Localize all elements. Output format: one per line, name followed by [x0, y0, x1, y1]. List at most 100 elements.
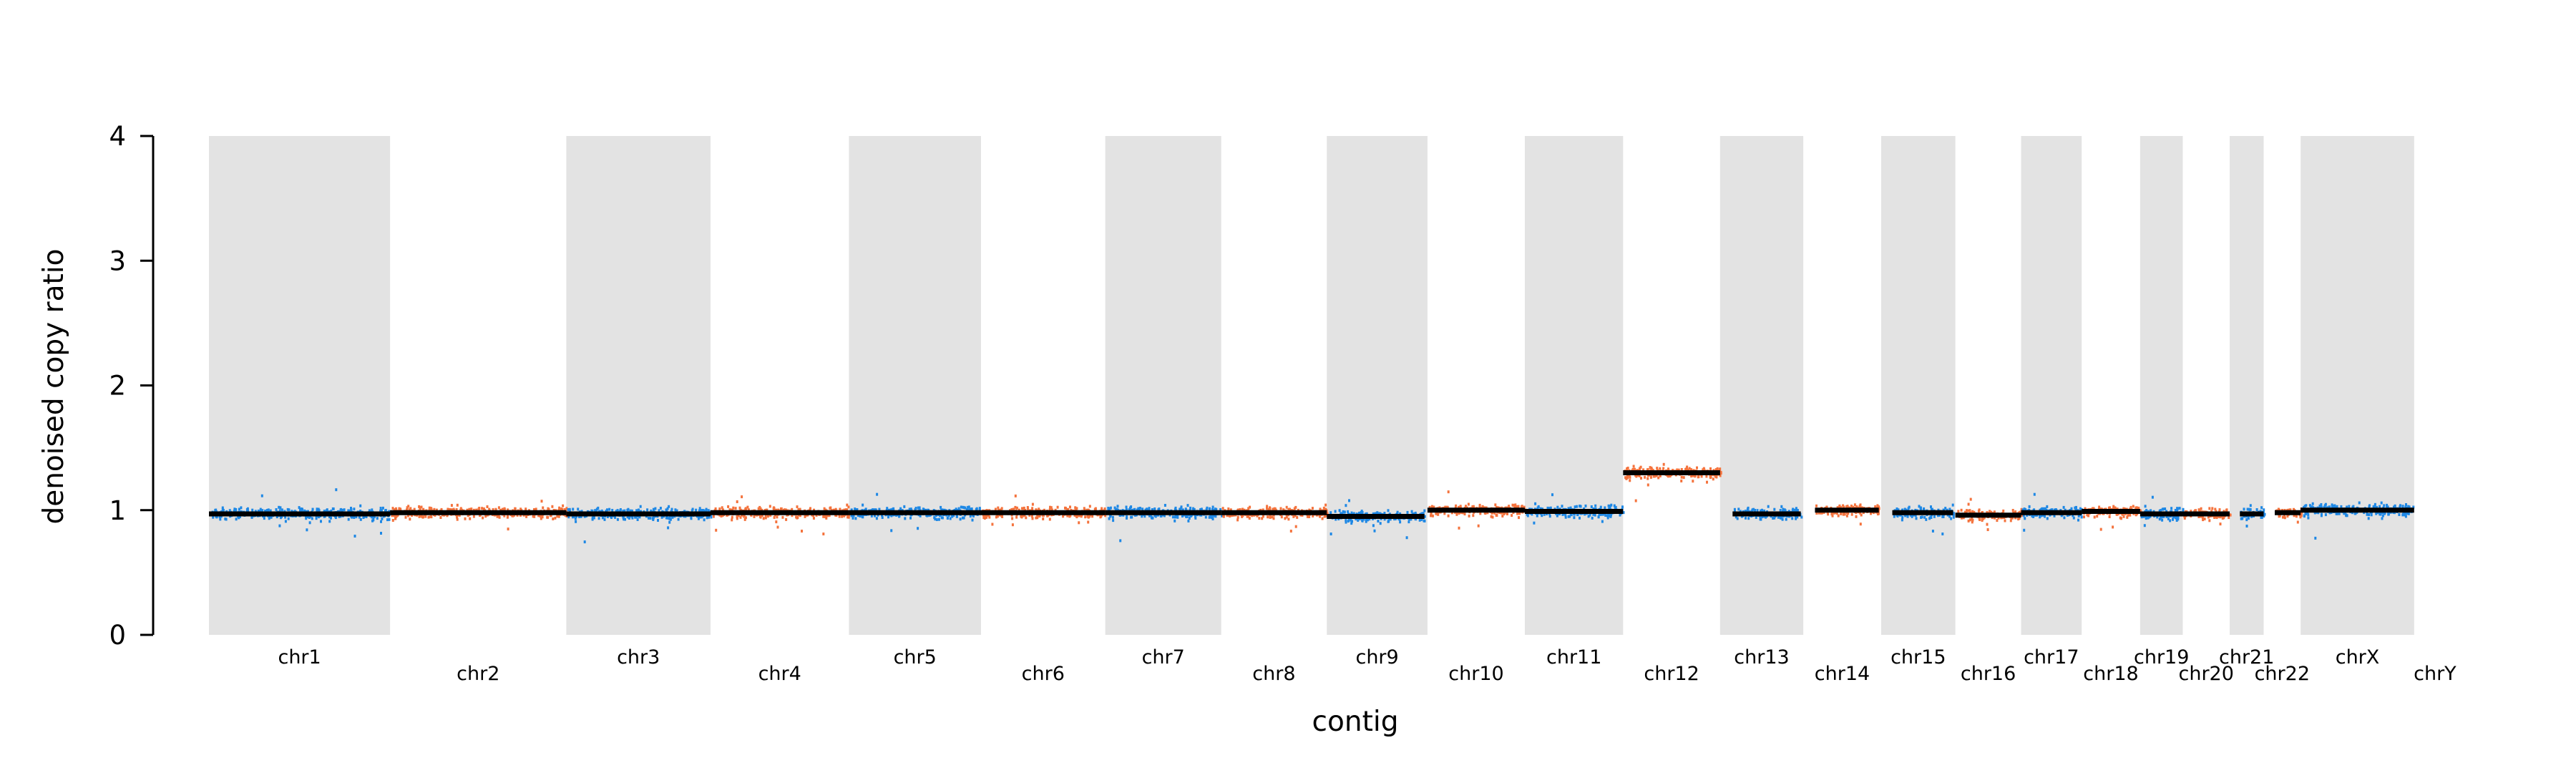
data-point — [705, 507, 708, 511]
data-point — [233, 507, 236, 511]
data-point — [971, 518, 974, 522]
data-point — [2240, 517, 2243, 520]
data-point — [1918, 505, 1921, 508]
data-point — [622, 516, 625, 520]
data-point — [1591, 516, 1594, 520]
data-point — [1511, 503, 1514, 507]
data-point — [1859, 511, 1862, 515]
contig-label-chr16: chr16 — [1961, 663, 2016, 685]
data-point — [353, 535, 356, 538]
data-point — [1125, 505, 1128, 509]
data-point — [434, 513, 436, 517]
data-point — [1646, 477, 1649, 480]
data-point — [1362, 517, 1365, 521]
data-point — [533, 508, 535, 511]
data-point — [918, 506, 921, 510]
data-point — [1763, 509, 1766, 512]
data-point — [1214, 515, 1217, 518]
data-point — [1206, 506, 1209, 510]
data-point — [1407, 520, 1410, 524]
data-point — [2162, 507, 2165, 511]
data-point — [2308, 504, 2311, 507]
data-point — [1914, 514, 1917, 517]
data-point — [1109, 514, 1112, 517]
data-point — [1700, 475, 1703, 478]
data-point — [574, 517, 577, 520]
data-point — [909, 516, 912, 520]
data-point — [2346, 514, 2348, 517]
data-point — [1692, 474, 1694, 477]
data-point — [983, 517, 986, 520]
data-point — [380, 509, 383, 512]
data-point — [753, 515, 756, 518]
data-point — [1556, 505, 1559, 509]
data-point — [626, 515, 629, 519]
data-point — [1564, 513, 1567, 517]
data-point — [424, 515, 427, 518]
data-point — [1628, 474, 1631, 477]
data-point — [503, 507, 506, 510]
data-point — [834, 507, 837, 511]
data-point — [257, 510, 260, 512]
data-point — [1350, 522, 1353, 525]
data-point — [1687, 468, 1689, 472]
data-point — [876, 492, 879, 496]
data-point — [1239, 508, 1241, 511]
data-point — [1153, 507, 1156, 510]
data-point — [670, 507, 673, 511]
data-point — [1573, 516, 1576, 520]
data-point — [2221, 517, 2224, 520]
data-point — [2346, 505, 2348, 509]
data-point — [1518, 516, 1520, 520]
data-point — [269, 509, 272, 512]
data-point — [1157, 508, 1160, 512]
data-point — [1387, 520, 1390, 523]
data-point — [2077, 518, 2079, 522]
data-point — [343, 508, 346, 512]
data-point — [254, 510, 257, 513]
data-point — [1541, 514, 1543, 517]
data-point — [595, 507, 598, 511]
data-point — [215, 508, 218, 512]
data-point — [1971, 518, 1974, 522]
data-point — [1966, 509, 1969, 512]
data-point — [1284, 517, 1287, 520]
data-point — [1747, 517, 1750, 520]
contig-label-chrY: chrY — [2414, 663, 2457, 685]
data-point — [1144, 508, 1147, 512]
data-point — [1433, 505, 1435, 509]
data-point — [2338, 512, 2341, 515]
data-point — [1957, 510, 1960, 513]
data-point — [1211, 514, 1214, 517]
data-point — [221, 507, 224, 511]
data-point — [533, 515, 536, 518]
data-point — [2183, 517, 2186, 520]
data-point — [1548, 515, 1551, 518]
data-point — [2368, 513, 2371, 516]
data-point — [1937, 508, 1940, 512]
data-point — [238, 507, 240, 511]
data-point — [804, 513, 807, 517]
contig-label-chr11: chr11 — [1546, 646, 1601, 669]
data-point — [2367, 517, 2370, 520]
data-point — [1214, 507, 1216, 511]
data-point — [371, 508, 374, 512]
contig-label-chr22: chr22 — [2255, 663, 2310, 685]
data-point — [1271, 515, 1274, 519]
data-point — [737, 514, 740, 517]
data-point — [1062, 515, 1065, 518]
data-point — [1508, 505, 1511, 508]
data-point — [759, 515, 762, 519]
data-point — [1781, 517, 1784, 521]
data-point — [1986, 511, 1989, 515]
data-point — [1056, 505, 1059, 509]
data-point — [1514, 503, 1517, 507]
data-point — [812, 517, 815, 520]
data-point — [1526, 512, 1529, 516]
data-point — [1447, 514, 1450, 517]
data-point — [1478, 503, 1481, 507]
data-point — [776, 515, 779, 519]
data-point — [547, 515, 550, 519]
data-point — [379, 510, 382, 512]
data-point — [1837, 514, 1840, 517]
